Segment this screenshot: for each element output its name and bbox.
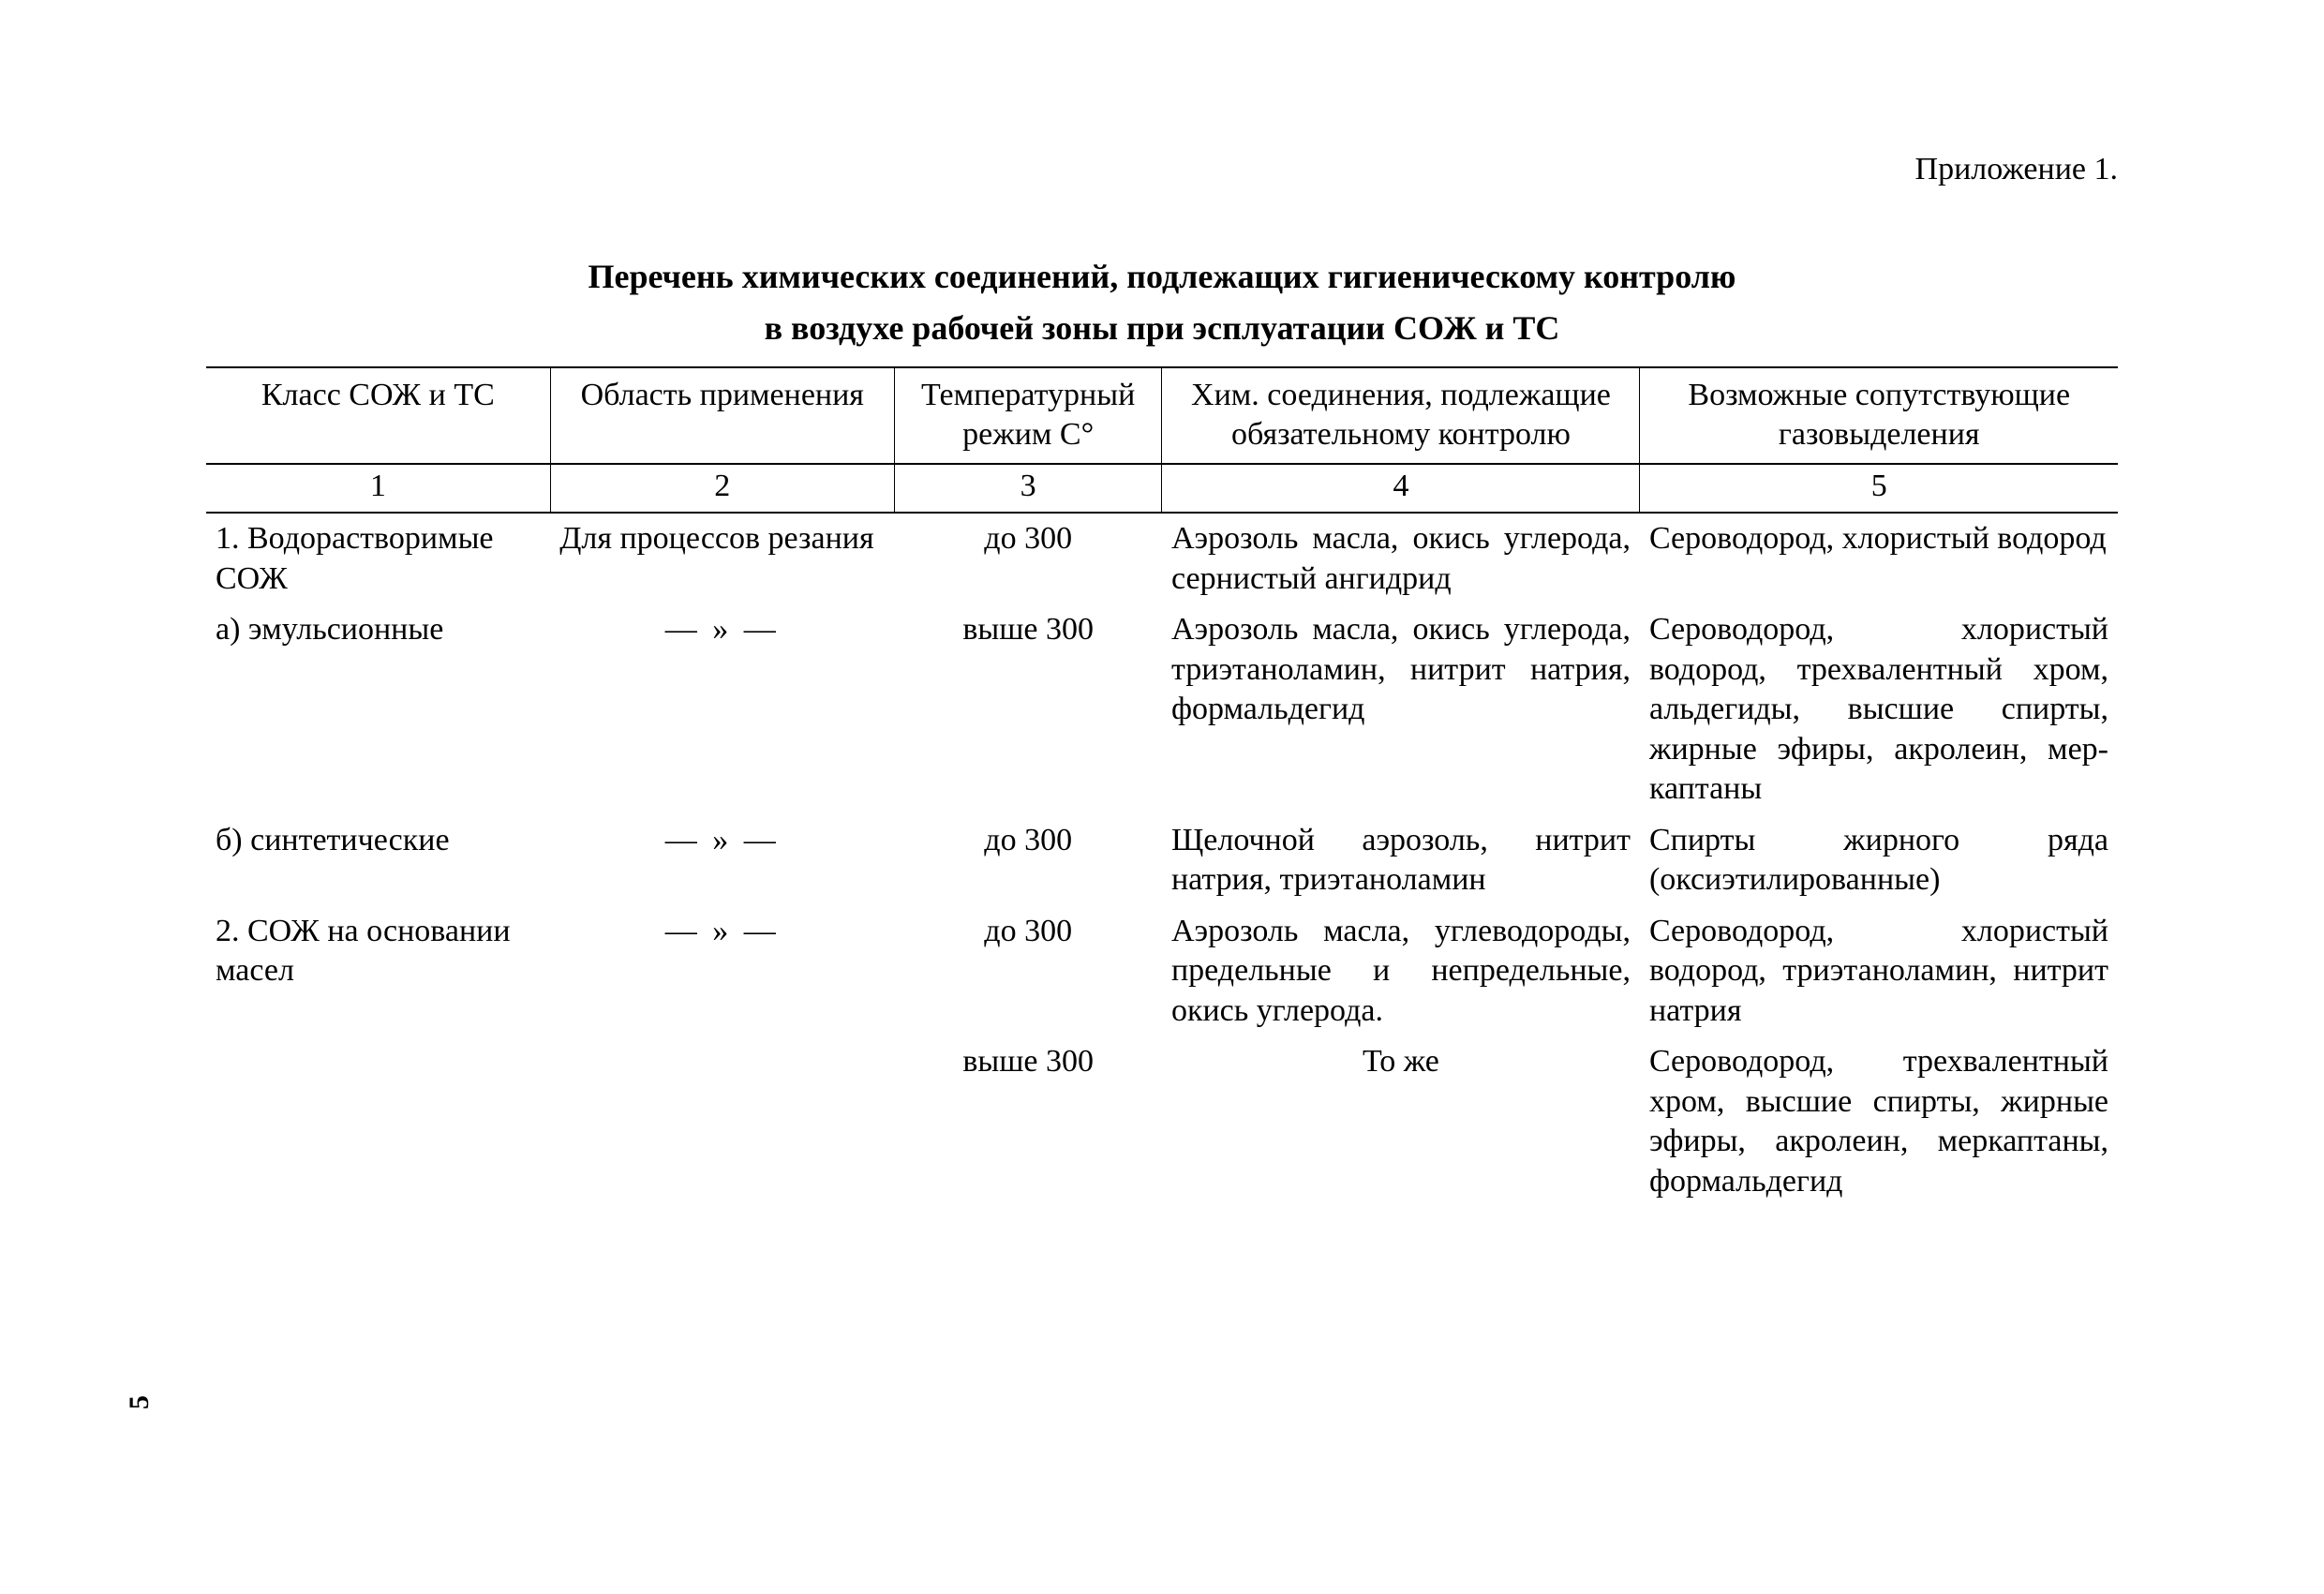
table-row: б) синтетические — » — до 300 Щелочной а… [206, 815, 2118, 906]
table-row: 1. Водорастворимые СОЖ Для процессов рез… [206, 513, 2118, 604]
cell-emissions: Сероводород, хло­ристый водород, три­эта… [1640, 906, 2118, 1037]
cell-class: 2. СОЖ на основании масел [206, 906, 550, 1037]
col-num-4: 4 [1162, 464, 1640, 514]
col-num-1: 1 [206, 464, 550, 514]
col-header-2: Область применения [550, 367, 894, 464]
table-number-row: 1 2 3 4 5 [206, 464, 2118, 514]
cell-temp: до 300 [894, 513, 1162, 604]
cell-class: 1. Водорастворимые СОЖ [206, 513, 550, 604]
col-header-1: Класс СОЖ и ТС [206, 367, 550, 464]
cell-temp: до 300 [894, 906, 1162, 1037]
col-header-4: Хим. соединения, подлежащие обяза­тельно… [1162, 367, 1640, 464]
cell-compounds: Щелочной аэрозоль, нитрит натрия, триэта… [1162, 815, 1640, 906]
cell-compounds: Аэрозоль масла, угле­водороды, предельны… [1162, 906, 1640, 1037]
col-header-3: Температурный режим С° [894, 367, 1162, 464]
table-row: выше 300 То же Сероводород, трех­валентн… [206, 1036, 2118, 1207]
cell-temp: выше 300 [894, 604, 1162, 815]
cell-area: — » — [550, 815, 894, 906]
page-title-line1: Перечень химических соединений, подлежащ… [206, 256, 2118, 298]
cell-class: б) синтетические [206, 815, 550, 906]
col-num-3: 3 [894, 464, 1162, 514]
cell-emissions: Сероводород, хло­ристый водород, трехвал… [1640, 604, 2118, 815]
page-number: 5 [122, 1395, 157, 1409]
main-table: Класс СОЖ и ТС Область применения Темпер… [206, 366, 2118, 1208]
table-row: 2. СОЖ на основании масел — » — до 300 А… [206, 906, 2118, 1037]
cell-area: — » — [550, 604, 894, 815]
col-num-2: 2 [550, 464, 894, 514]
cell-area: — » — [550, 906, 894, 1037]
appendix-label: Приложение 1. [206, 150, 2118, 190]
cell-temp: выше 300 [894, 1036, 1162, 1207]
cell-emissions: Сероводород, трех­валентный хром, выс­ши… [1640, 1036, 2118, 1207]
cell-area [550, 1036, 894, 1207]
col-header-5: Возможные сопут­ствующие газовыде­ления [1640, 367, 2118, 464]
table-header-row: Класс СОЖ и ТС Область применения Темпер… [206, 367, 2118, 464]
cell-compounds: То же [1162, 1036, 1640, 1207]
cell-compounds: Аэрозоль масла, окись углерода, триэтано… [1162, 604, 1640, 815]
col-num-5: 5 [1640, 464, 2118, 514]
cell-compounds: Аэрозоль масла, окись углерода, сернисты… [1162, 513, 1640, 604]
cell-class [206, 1036, 550, 1207]
cell-class: а) эмульсионные [206, 604, 550, 815]
document-page: Приложение 1. Перечень химических соедин… [0, 0, 2324, 1594]
page-title-line2: в воздухе рабочей зоны при эсплуатации С… [206, 307, 2118, 350]
cell-temp: до 300 [894, 815, 1162, 906]
cell-emissions: Сероводород, хло­ристый водород [1640, 513, 2118, 604]
cell-emissions: Спирты жирного ряда (оксиэтилиро­ванные) [1640, 815, 2118, 906]
cell-area: Для процессов резания [550, 513, 894, 604]
table-row: а) эмульсионные — » — выше 300 Аэрозоль … [206, 604, 2118, 815]
